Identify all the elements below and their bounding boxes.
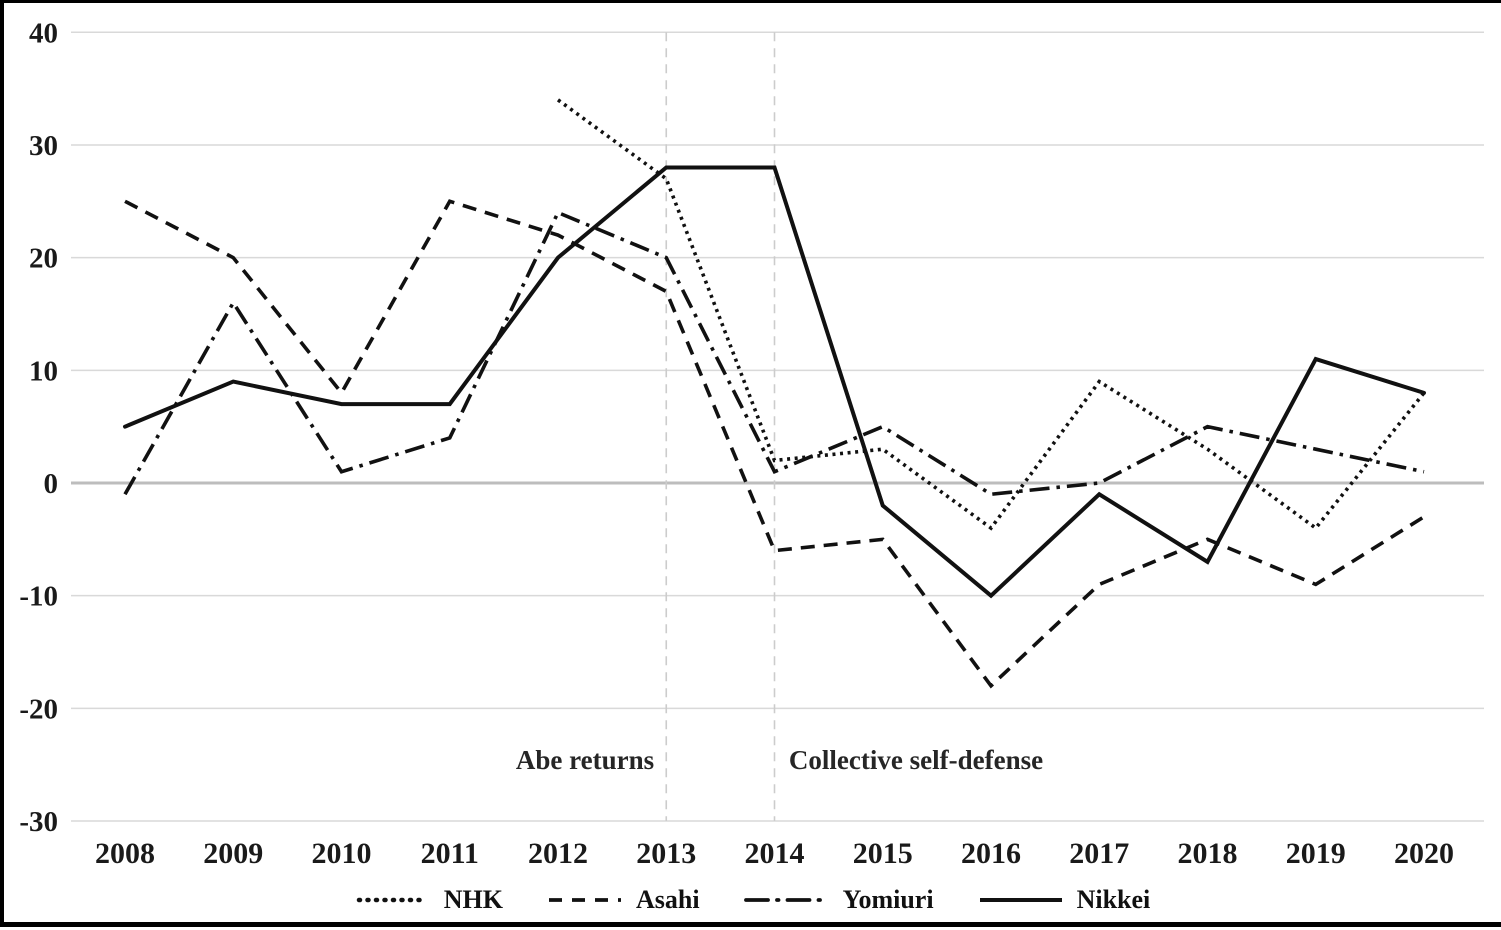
chart-legend: NHK Asahi Yomiuri Nikkei [4,881,1501,919]
y-tick-label--10: -10 [19,581,58,613]
y-tick-label--20: -20 [19,693,58,725]
x-tick-label-2014: 2014 [745,837,805,870]
x-tick-label-2020: 2020 [1394,837,1454,870]
legend-item-asahi: Asahi [547,885,700,915]
yomiuri-dashdot-line-icon [743,898,830,902]
x-tick-label-2010: 2010 [312,837,372,870]
nhk-dotted-line-icon [356,897,429,903]
y-tick-label-30: 30 [29,130,58,162]
x-tick-label-2016: 2016 [961,837,1021,870]
x-tick-label-2017: 2017 [1069,837,1129,870]
legend-label-asahi: Asahi [635,885,700,914]
legend-item-yomiuri: Yomiuri [743,885,934,915]
annotation-collective-self-defense: Collective self-defense [788,745,1044,775]
y-tick-label-40: 40 [29,17,58,49]
annotation-abe-returns: Abe returns [515,745,655,775]
x-tick-label-2019: 2019 [1286,837,1346,870]
y-tick-label-20: 20 [29,243,58,275]
legend-label-yomiuri: Yomiuri [842,885,934,914]
legend-item-nhk: NHK [355,885,503,915]
series-line-nhk [556,98,1426,531]
series-line-yomiuri [123,210,1425,497]
series-line-asahi [124,199,1425,689]
x-tick-label-2018: 2018 [1178,837,1238,870]
asahi-dashed-line-icon [548,898,621,902]
x-tick-label-2009: 2009 [203,837,263,870]
x-tick-label-2015: 2015 [853,837,913,870]
legend-label-nikkei: Nikkei [1076,885,1151,914]
x-tick-label-2013: 2013 [636,837,696,870]
legend-item-nikkei: Nikkei [978,885,1151,915]
x-tick-label-2012: 2012 [528,837,588,870]
nikkei-solid-line-icon [979,898,1062,902]
y-tick-label--30: -30 [19,806,58,838]
x-tick-label-2008: 2008 [95,837,155,870]
y-tick-label-10: 10 [29,355,58,387]
legend-label-nhk: NHK [443,885,503,914]
y-tick-label-0: 0 [44,468,59,500]
series-line-nikkei [123,165,1426,599]
x-tick-label-2011: 2011 [421,837,479,870]
